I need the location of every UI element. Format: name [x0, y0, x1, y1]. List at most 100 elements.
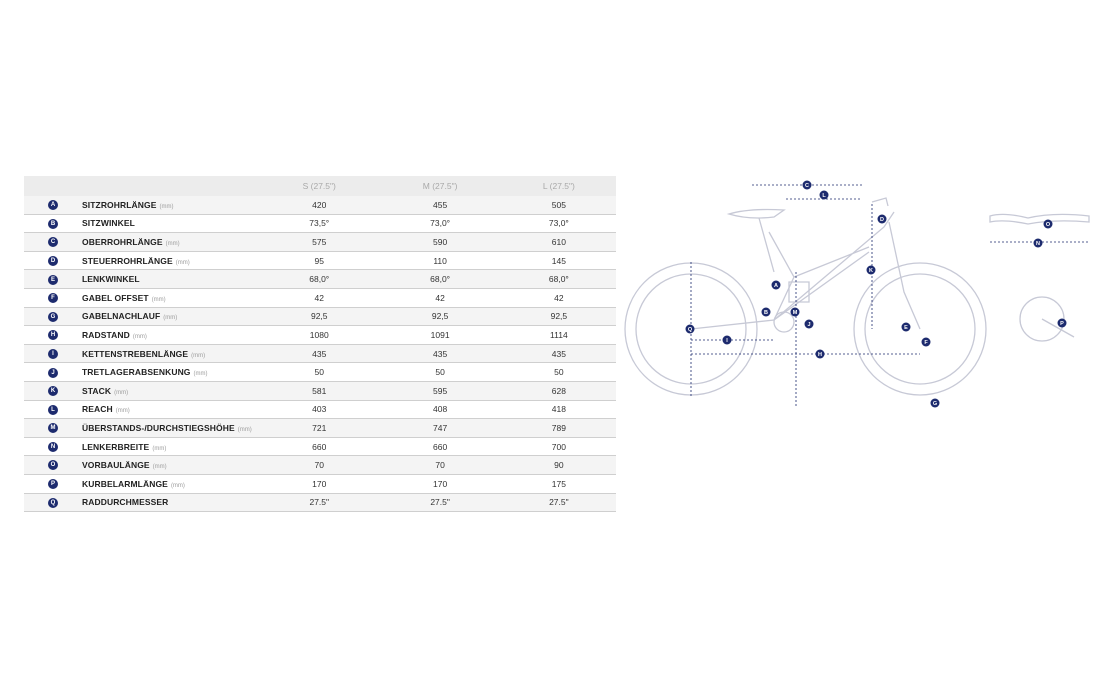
table-row: J TRETLAGERABSENKUNG (mm) 50 50 50: [24, 362, 616, 382]
marker-letter: N: [1036, 241, 1040, 247]
value-m: 747: [378, 418, 502, 438]
value-s: 95: [260, 251, 379, 271]
value-l: 73,0°: [501, 214, 616, 234]
marker-letter: K: [869, 268, 873, 274]
fork: [888, 221, 921, 330]
seatpost: [758, 217, 775, 273]
table-row: K STACK (mm) 581 595 628: [24, 381, 616, 401]
marker-letter: C: [805, 183, 809, 189]
value-l: 92,5: [501, 307, 616, 327]
value-m: 73,0°: [378, 214, 502, 234]
marker-circle: [1043, 219, 1053, 229]
value-m: 27.5": [378, 493, 502, 513]
row-label-cell: RADSTAND (mm): [82, 325, 260, 345]
value-l: 610: [501, 232, 616, 252]
marker-circle: [1033, 238, 1043, 248]
value-l: 505: [501, 196, 616, 215]
measure-label: RADSTAND: [82, 329, 130, 340]
row-label-cell: LENKWINKEL: [82, 269, 260, 289]
key-badge: K: [48, 386, 58, 397]
measure-label: OBERROHRLÄNGE: [82, 236, 163, 247]
row-label-cell: STACK (mm): [82, 381, 260, 401]
header-size-m: M (27.5"): [378, 176, 502, 196]
table-row: G GABELNACHLAUF (mm) 92,5 92,5 92,5: [24, 307, 616, 327]
key-badge: F: [48, 293, 58, 304]
measure-label: SITZROHRLÄNGE: [82, 199, 157, 210]
table-body: A SITZROHRLÄNGE (mm) 420 455 505 B SITZWINKEL 73…: [24, 196, 616, 513]
row-key-cell: A: [24, 196, 82, 215]
key-badge: L: [48, 404, 58, 415]
value-l: 68,0°: [501, 269, 616, 289]
measure-label: KURBELARMLÄNGE: [82, 478, 168, 489]
value-s: 50: [260, 362, 379, 382]
value-s: 435: [260, 344, 379, 364]
value-s: 581: [260, 381, 379, 401]
key-badge: N: [48, 441, 58, 452]
unit-label: (mm): [170, 482, 185, 489]
bike-drawing: [624, 197, 1090, 396]
table-header-row: S (27.5") M (27.5") L (27.5"): [24, 176, 616, 196]
front-wheel: [853, 262, 987, 396]
row-label-cell: RADDURCHMESSER: [82, 493, 260, 513]
unit-label: (mm): [132, 333, 147, 340]
measure-label: REACH: [82, 404, 113, 415]
marker-circle: [819, 190, 829, 200]
unit-label: (mm): [159, 203, 174, 210]
row-key-cell: G: [24, 307, 82, 327]
row-label-cell: REACH (mm): [82, 400, 260, 420]
header-size-s: S (27.5"): [260, 176, 379, 196]
value-m: 408: [378, 400, 502, 420]
row-key-cell: L: [24, 400, 82, 420]
key-badge: C: [48, 237, 58, 248]
marker-circle: [685, 324, 695, 334]
value-s: 1080: [260, 325, 379, 345]
marker-circle: [722, 335, 732, 345]
table-row: D STEUERROHRLÄNGE (mm) 95 110 145: [24, 251, 616, 271]
row-key-cell: J: [24, 362, 82, 382]
row-key-cell: I: [24, 344, 82, 364]
marker-a: A: [771, 280, 781, 290]
value-s: 403: [260, 400, 379, 420]
value-m: 170: [378, 474, 502, 494]
measure-label: SITZWINKEL: [82, 218, 135, 229]
value-s: 92,5: [260, 307, 379, 327]
row-label-cell: ÜBERSTANDS-/DURCHSTIEGSHÖHE (mm): [82, 418, 260, 438]
table-row: M ÜBERSTANDS-/DURCHSTIEGSHÖHE (mm) 721 747 78…: [24, 418, 616, 438]
marker-circle: [771, 280, 781, 290]
marker-letter: A: [774, 283, 778, 289]
row-key-cell: K: [24, 381, 82, 401]
unit-label: (mm): [152, 464, 167, 471]
marker-i: I: [722, 335, 732, 345]
row-label-cell: KURBELARMLÄNGE (mm): [82, 474, 260, 494]
value-m: 70: [378, 455, 502, 475]
value-l: 27.5": [501, 493, 616, 513]
marker-g: G: [930, 398, 940, 408]
value-m: 50: [378, 362, 502, 382]
marker-k: K: [866, 265, 876, 275]
row-key-cell: O: [24, 455, 82, 475]
row-key-cell: Q: [24, 493, 82, 513]
marker-letter: D: [880, 217, 884, 223]
measure-label: RADDURCHMESSER: [82, 497, 169, 508]
row-key-cell: P: [24, 474, 82, 494]
table-row: Q RADDURCHMESSER 27.5" 27.5" 27.5": [24, 493, 616, 513]
measure-label: TRETLAGERABSENKUNG: [82, 367, 191, 378]
marker-circle: [930, 398, 940, 408]
key-badge: O: [48, 460, 58, 471]
value-m: 68,0°: [378, 269, 502, 289]
unit-label: (mm): [175, 259, 190, 266]
table-row: E LENKWINKEL 68,0° 68,0° 68,0°: [24, 269, 616, 289]
value-s: 27.5": [260, 493, 379, 513]
bike-geometry-diagram: C L D K A B M J E F Q I H G O N P: [624, 180, 1090, 408]
key-badge: G: [48, 311, 58, 322]
dimension-markers: C L D K A B M J E F Q I H G O N P: [685, 180, 1067, 408]
measure-label: GABELNACHLAUF: [82, 311, 161, 322]
marker-f: F: [921, 337, 931, 347]
marker-letter: J: [807, 322, 810, 328]
frame-main: [690, 211, 895, 330]
header-size-l: L (27.5"): [501, 176, 616, 196]
value-s: 73,5°: [260, 214, 379, 234]
key-badge: H: [48, 330, 58, 341]
marker-circle: [877, 214, 887, 224]
bar-top-view: [989, 213, 1090, 225]
